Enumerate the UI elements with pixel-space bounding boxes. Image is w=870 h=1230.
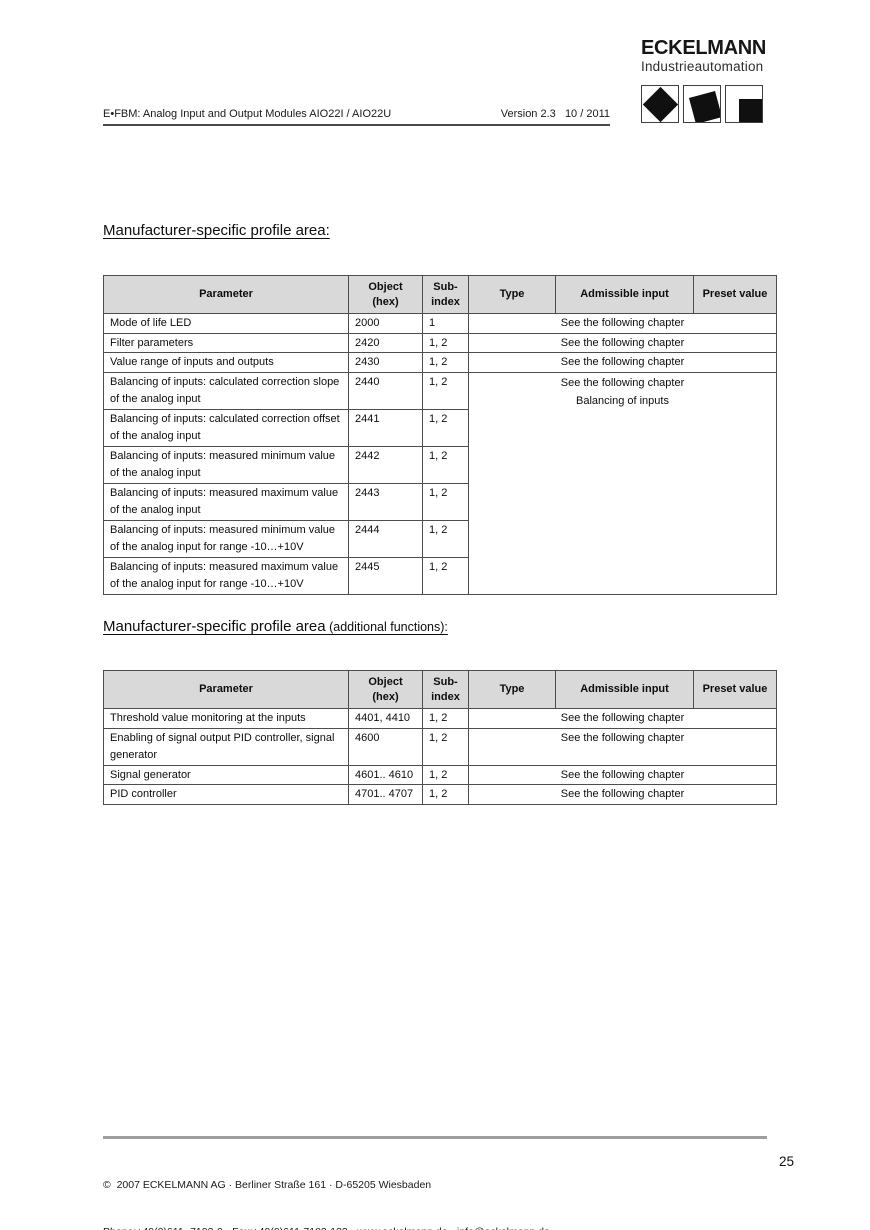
col-header-type: Type [468,275,556,314]
object-cell: 2420 [348,332,423,353]
object-cell: 4401, 4410 [348,708,423,729]
subindex-cell: 1, 2 [422,482,469,521]
param-cell: Enabling of signal output PID controller… [103,727,349,766]
table-header-row: Parameter Object (hex) Sub- index Type A… [103,670,777,709]
note-line-2: Balancing of inputs [576,394,669,407]
subindex-cell: 1, 2 [422,332,469,353]
subindex-cell: 1, 2 [422,556,469,595]
table-row: Threshold value monitoring at the inputs… [103,708,777,729]
param-cell: Filter parameters [103,332,349,353]
object-cell: 2442 [348,445,423,484]
col-header-preset-value: Preset value [693,670,777,709]
col-header-preset-value: Preset value [693,275,777,314]
object-cell: 2000 [348,313,423,334]
subindex-cell: 1, 2 [422,519,469,558]
note-cell: See the following chapter [468,313,777,334]
footer-line-2: Phone:+49(0)611- 7103-0 · Fax:+49(0)611-… [103,1225,550,1230]
logo-brand-text: ECKELMANN [641,37,767,59]
param-cell: PID controller [103,784,349,805]
col-header-parameter: Parameter [103,275,349,314]
param-cell: Balancing of inputs: calculated correcti… [103,371,349,410]
logo-squares [641,85,771,123]
param-cell: Balancing of inputs: measured minimum va… [103,445,349,484]
note-cell: See the following chapter [468,352,777,373]
logo-subtitle-text: Industrieautomation [641,59,764,74]
table-row: Filter parameters 2420 1, 2 See the foll… [103,332,777,353]
footer-line-1: © 2007 ECKELMANN AG · Berliner Straße 16… [103,1179,432,1191]
subindex-cell: 1, 2 [422,784,469,805]
page-number: 25 [779,1154,795,1169]
object-cell: 4600 [348,727,423,766]
table-row: Value range of inputs and outputs 2430 1… [103,352,777,373]
param-cell: Mode of life LED [103,313,349,334]
table-row: Balancing of inputs: calculated correcti… [103,408,777,447]
doc-version: Version 2.3 10 / 2011 [500,108,610,120]
col-header-object-hex: Object (hex) [348,275,423,314]
doc-title: E•FBM: Analog Input and Output Modules A… [103,108,392,120]
logo-tilted-square-icon [683,85,721,123]
object-cell: 2444 [348,519,423,558]
col-header-object-hex: Object (hex) [348,670,423,709]
profile-area-table: Parameter Object (hex) Sub- index Type A… [103,275,777,595]
col-header-parameter: Parameter [103,670,349,709]
table-row: Mode of life LED 2000 1 See the followin… [103,313,777,334]
note-cell: See the following chapter Balancing of i… [468,371,777,595]
page-running-header: E•FBM: Analog Input and Output Modules A… [103,108,610,126]
col-header-subindex: Sub- index [422,275,469,314]
logo-corner-square-icon [725,85,763,123]
col-header-subindex: Sub- index [422,670,469,709]
logo-diamond-icon [641,85,679,123]
eckelmann-logo: ECKELMANN Industrieautomation [641,38,771,123]
subindex-cell: 1 [422,313,469,334]
note-cell: See the following chapter [468,708,777,729]
object-cell: 2430 [348,352,423,373]
section-heading-additional-functions: Manufacturer-specific profile area (addi… [103,618,448,635]
object-cell: 4601.. 4610 [348,764,423,785]
table-row: Balancing of inputs: calculated correcti… [103,371,777,595]
section-heading-profile-area: Manufacturer-specific profile area: [103,222,330,239]
subindex-cell: 1, 2 [422,352,469,373]
param-cell: Threshold value monitoring at the inputs [103,708,349,729]
note-line-1: See the following chapter [560,376,685,389]
note-cell: See the following chapter [468,784,777,805]
subindex-cell: 1, 2 [422,371,469,410]
col-header-admissible-input: Admissible input [555,670,694,709]
table-row: Balancing of inputs: measured minimum va… [103,519,777,558]
param-cell: Balancing of inputs: measured minimum va… [103,519,349,558]
table-row: Signal generator 4601.. 4610 1, 2 See th… [103,764,777,785]
param-cell: Signal generator [103,764,349,785]
footer-divider [103,1136,767,1139]
param-cell: Balancing of inputs: calculated correcti… [103,408,349,447]
additional-functions-table: Parameter Object (hex) Sub- index Type A… [103,670,777,805]
footer-address: © 2007 ECKELMANN AG · Berliner Straße 16… [103,1147,550,1230]
object-cell: 4701.. 4707 [348,784,423,805]
col-header-admissible-input: Admissible input [555,275,694,314]
table-row: PID controller 4701.. 4707 1, 2 See the … [103,784,777,805]
note-cell: See the following chapter [468,727,777,766]
col-header-type: Type [468,670,556,709]
param-cell: Balancing of inputs: measured maximum va… [103,482,349,521]
table-header-row: Parameter Object (hex) Sub- index Type A… [103,275,777,314]
subindex-cell: 1, 2 [422,708,469,729]
object-cell: 2441 [348,408,423,447]
subindex-cell: 1, 2 [422,408,469,447]
param-cell: Balancing of inputs: measured maximum va… [103,556,349,595]
table-row: Balancing of inputs: measured maximum va… [103,482,777,521]
note-cell: See the following chapter [468,332,777,353]
subindex-cell: 1, 2 [422,764,469,785]
table-row: Balancing of inputs: measured maximum va… [103,556,777,595]
heading-small-text: (additional functions): [325,620,448,634]
heading-main-text: Manufacturer-specific profile area [103,618,326,635]
object-cell: 2443 [348,482,423,521]
note-cell: See the following chapter [468,764,777,785]
object-cell: 2445 [348,556,423,595]
param-cell: Value range of inputs and outputs [103,352,349,373]
subindex-cell: 1, 2 [422,727,469,766]
table-row: Balancing of inputs: measured minimum va… [103,445,777,484]
object-cell: 2440 [348,371,423,410]
table-row: Enabling of signal output PID controller… [103,727,777,766]
subindex-cell: 1, 2 [422,445,469,484]
